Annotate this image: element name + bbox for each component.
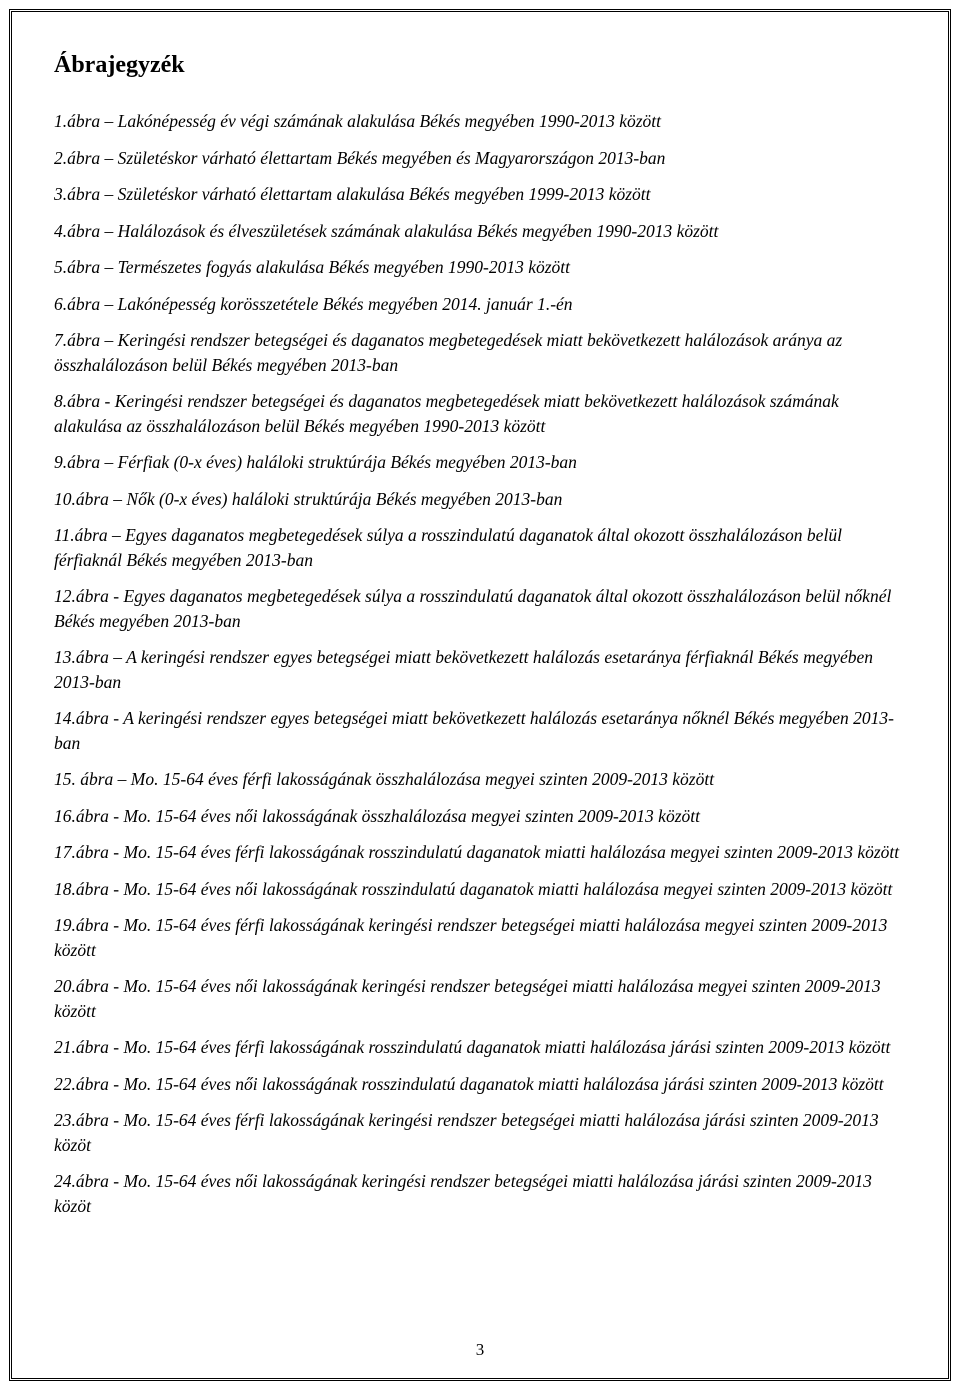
figure-list-item: 15. ábra – Mo. 15-64 éves férfi lakosság… — [54, 767, 906, 792]
figure-list-item: 16.ábra - Mo. 15-64 éves női lakosságána… — [54, 804, 906, 829]
page-title: Ábrajegyzék — [54, 52, 906, 79]
figure-list-item: 18.ábra - Mo. 15-64 éves női lakosságána… — [54, 877, 906, 902]
page-number: 3 — [12, 1340, 948, 1360]
figure-list-item: 11.ábra – Egyes daganatos megbetegedések… — [54, 523, 906, 572]
figure-list-item: 13.ábra – A keringési rendszer egyes bet… — [54, 645, 906, 694]
figure-list-item: 9.ábra – Férfiak (0-x éves) haláloki str… — [54, 450, 906, 475]
figure-list-item: 19.ábra - Mo. 15-64 éves férfi lakosságá… — [54, 913, 906, 962]
page-frame: Ábrajegyzék 1.ábra – Lakónépesség év vég… — [9, 9, 951, 1381]
figure-list-item: 24.ábra - Mo. 15-64 éves női lakosságána… — [54, 1169, 906, 1218]
figure-list-item: 20.ábra - Mo. 15-64 éves női lakosságána… — [54, 974, 906, 1023]
figure-list-item: 5.ábra – Természetes fogyás alakulása Bé… — [54, 255, 906, 280]
figure-list-item: 2.ábra – Születéskor várható élettartam … — [54, 146, 906, 171]
figure-list-item: 1.ábra – Lakónépesség év végi számának a… — [54, 109, 906, 134]
figure-list-item: 4.ábra – Halálozások és élveszületések s… — [54, 219, 906, 244]
figure-list-item: 14.ábra - A keringési rendszer egyes bet… — [54, 706, 906, 755]
figure-list-item: 8.ábra - Keringési rendszer betegségei é… — [54, 389, 906, 438]
figure-list-item: 12.ábra - Egyes daganatos megbetegedések… — [54, 584, 906, 633]
figure-list-item: 17.ábra - Mo. 15-64 éves férfi lakosságá… — [54, 840, 906, 865]
figure-list-item: 6.ábra – Lakónépesség korösszetétele Bék… — [54, 292, 906, 317]
figure-list-item: 3.ábra – Születéskor várható élettartam … — [54, 182, 906, 207]
figure-list: 1.ábra – Lakónépesség év végi számának a… — [54, 109, 906, 1218]
figure-list-item: 23.ábra - Mo. 15-64 éves férfi lakosságá… — [54, 1108, 906, 1157]
figure-list-item: 7.ábra – Keringési rendszer betegségei é… — [54, 328, 906, 377]
figure-list-item: 22.ábra - Mo. 15-64 éves női lakosságána… — [54, 1072, 906, 1097]
figure-list-item: 21.ábra - Mo. 15-64 éves férfi lakosságá… — [54, 1035, 906, 1060]
figure-list-item: 10.ábra – Nők (0-x éves) haláloki strukt… — [54, 487, 906, 512]
